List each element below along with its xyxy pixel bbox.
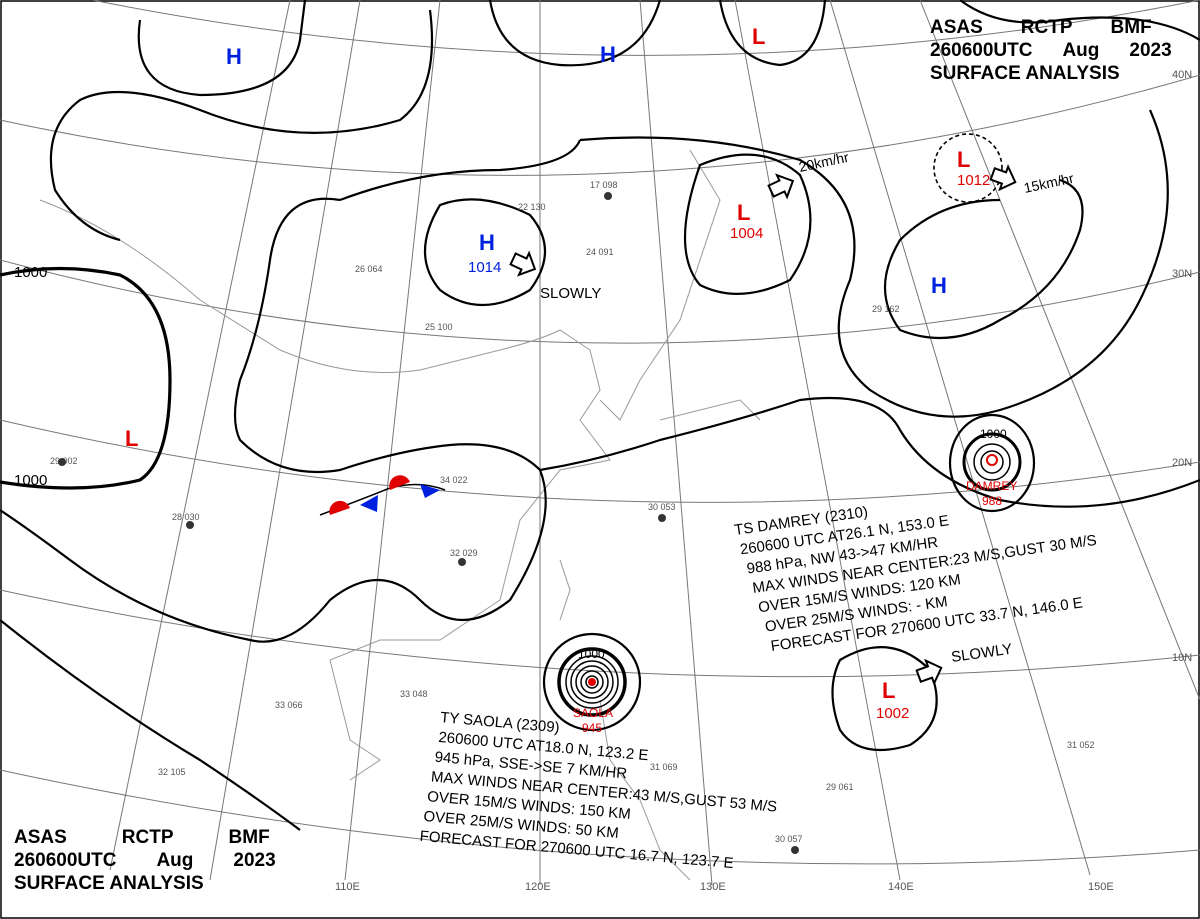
dashed-low-contour	[933, 133, 1003, 203]
title-text: SURFACE ANALYSIS	[930, 63, 1120, 84]
low-center: L	[125, 426, 138, 451]
svg-text:120E: 120E	[525, 881, 551, 893]
station-plots: 28 030 32 029 34 022 30 053 33 048 31 06…	[50, 180, 1095, 854]
title-text: 2023	[233, 850, 276, 871]
arrow-icon	[915, 658, 943, 686]
svg-text:1000: 1000	[14, 264, 47, 281]
typhoon-saola-symbol	[542, 632, 642, 732]
svg-text:31 052: 31 052	[1067, 740, 1095, 750]
svg-text:140E: 140E	[888, 881, 914, 893]
title-top-right: ASAS RCTP BMF 260600UTC Aug 2023 SURFACE ANA…	[930, 16, 1172, 85]
low-center: L	[737, 200, 750, 225]
title-text: RCTP	[121, 827, 174, 848]
svg-text:1000: 1000	[14, 472, 47, 489]
coastline	[39, 149, 761, 881]
longitude-labels: 110E 120E 130E 140E 150E	[335, 881, 1114, 893]
motion-label: SLOWLY	[540, 285, 601, 302]
title-text: 2023	[1129, 40, 1172, 61]
svg-text:17 098: 17 098	[590, 180, 618, 190]
arrow-icon	[509, 250, 537, 277]
svg-text:33 048: 33 048	[400, 689, 428, 699]
title-text: 260600UTC	[930, 40, 1033, 61]
arrow-icon	[989, 164, 1017, 192]
storm-pressure: 988	[982, 494, 1002, 508]
saola-info: TY SAOLA (2309) 260600 UTC AT18.0 N, 123…	[419, 709, 778, 872]
svg-text:22 130: 22 130	[518, 202, 546, 212]
svg-text:34 022: 34 022	[440, 475, 468, 485]
svg-text:30N: 30N	[1172, 268, 1192, 280]
storm-name: DAMREY	[966, 479, 1017, 493]
storm-pressure: 945	[582, 721, 602, 735]
low-center: L	[957, 147, 970, 172]
svg-text:10N: 10N	[1172, 652, 1192, 664]
title-text: BMF	[228, 827, 270, 848]
high-center: H	[226, 44, 242, 69]
longitude-lines	[109, 0, 1200, 886]
title-text: ASAS	[14, 827, 67, 848]
isobars	[0, 0, 1200, 831]
title-text: 260600UTC	[14, 850, 117, 871]
latitude-lines	[0, 0, 1200, 865]
motion-arrows	[509, 164, 1017, 686]
svg-text:25 100: 25 100	[425, 322, 453, 332]
low-value: 1012	[957, 172, 990, 189]
svg-text:28 030: 28 030	[172, 512, 200, 522]
svg-text:130E: 130E	[700, 881, 726, 893]
svg-text:24 091: 24 091	[586, 247, 614, 257]
motion-label: SLOWLY	[950, 641, 1013, 666]
svg-text:110E: 110E	[335, 881, 360, 893]
svg-text:30 057: 30 057	[775, 834, 803, 844]
isobar-labels: 1000 1000 1000 1000	[14, 264, 1007, 661]
svg-text:1000: 1000	[578, 647, 605, 661]
title-text: ASAS	[930, 17, 983, 38]
stationary-front	[319, 475, 446, 516]
title-bottom-left: ASAS RCTP BMF 260600UTC Aug 2023 SURFACE ANA…	[14, 826, 276, 895]
svg-text:40N: 40N	[1172, 69, 1192, 81]
storm-name: SAOLA	[573, 706, 613, 720]
low-value: 1002	[876, 705, 909, 722]
svg-text:29 061: 29 061	[826, 782, 854, 792]
title-text: Aug	[156, 850, 194, 871]
title-text: RCTP	[1020, 17, 1073, 38]
svg-text:150E: 150E	[1088, 881, 1114, 893]
svg-text:1000: 1000	[980, 427, 1007, 441]
typhoon-damrey-symbol	[948, 413, 1036, 513]
svg-text:32 029: 32 029	[450, 548, 478, 558]
arrow-icon	[767, 173, 795, 200]
svg-text:31 069: 31 069	[650, 762, 678, 772]
title-text: Aug	[1062, 40, 1100, 61]
title-text: SURFACE ANALYSIS	[14, 873, 204, 894]
motion-label: 20km/hr	[797, 149, 850, 175]
svg-text:29 162: 29 162	[872, 304, 900, 314]
latitude-labels: 40N 30N 20N 10N	[1172, 69, 1192, 664]
low-center: L	[752, 24, 765, 49]
svg-text:26 064: 26 064	[355, 264, 383, 274]
motion-label: 15km/hr	[1022, 170, 1075, 196]
svg-text:32 105: 32 105	[158, 767, 186, 777]
svg-text:33 066: 33 066	[275, 700, 303, 710]
high-center: H	[479, 230, 495, 255]
low-value: 1004	[730, 225, 763, 242]
low-center: L	[882, 678, 895, 703]
pressure-centers: H H H 1014 H L L 1004 L 1012 L L 1002	[125, 24, 990, 722]
high-value: 1014	[468, 259, 501, 276]
damrey-info: TS DAMREY (2310) 260600 UTC AT26.1 N, 15…	[733, 503, 1098, 655]
high-center: H	[600, 42, 616, 67]
svg-text:30 053: 30 053	[648, 502, 676, 512]
title-text: BMF	[1110, 17, 1152, 38]
high-center: H	[931, 273, 947, 298]
svg-text:20N: 20N	[1172, 457, 1192, 469]
